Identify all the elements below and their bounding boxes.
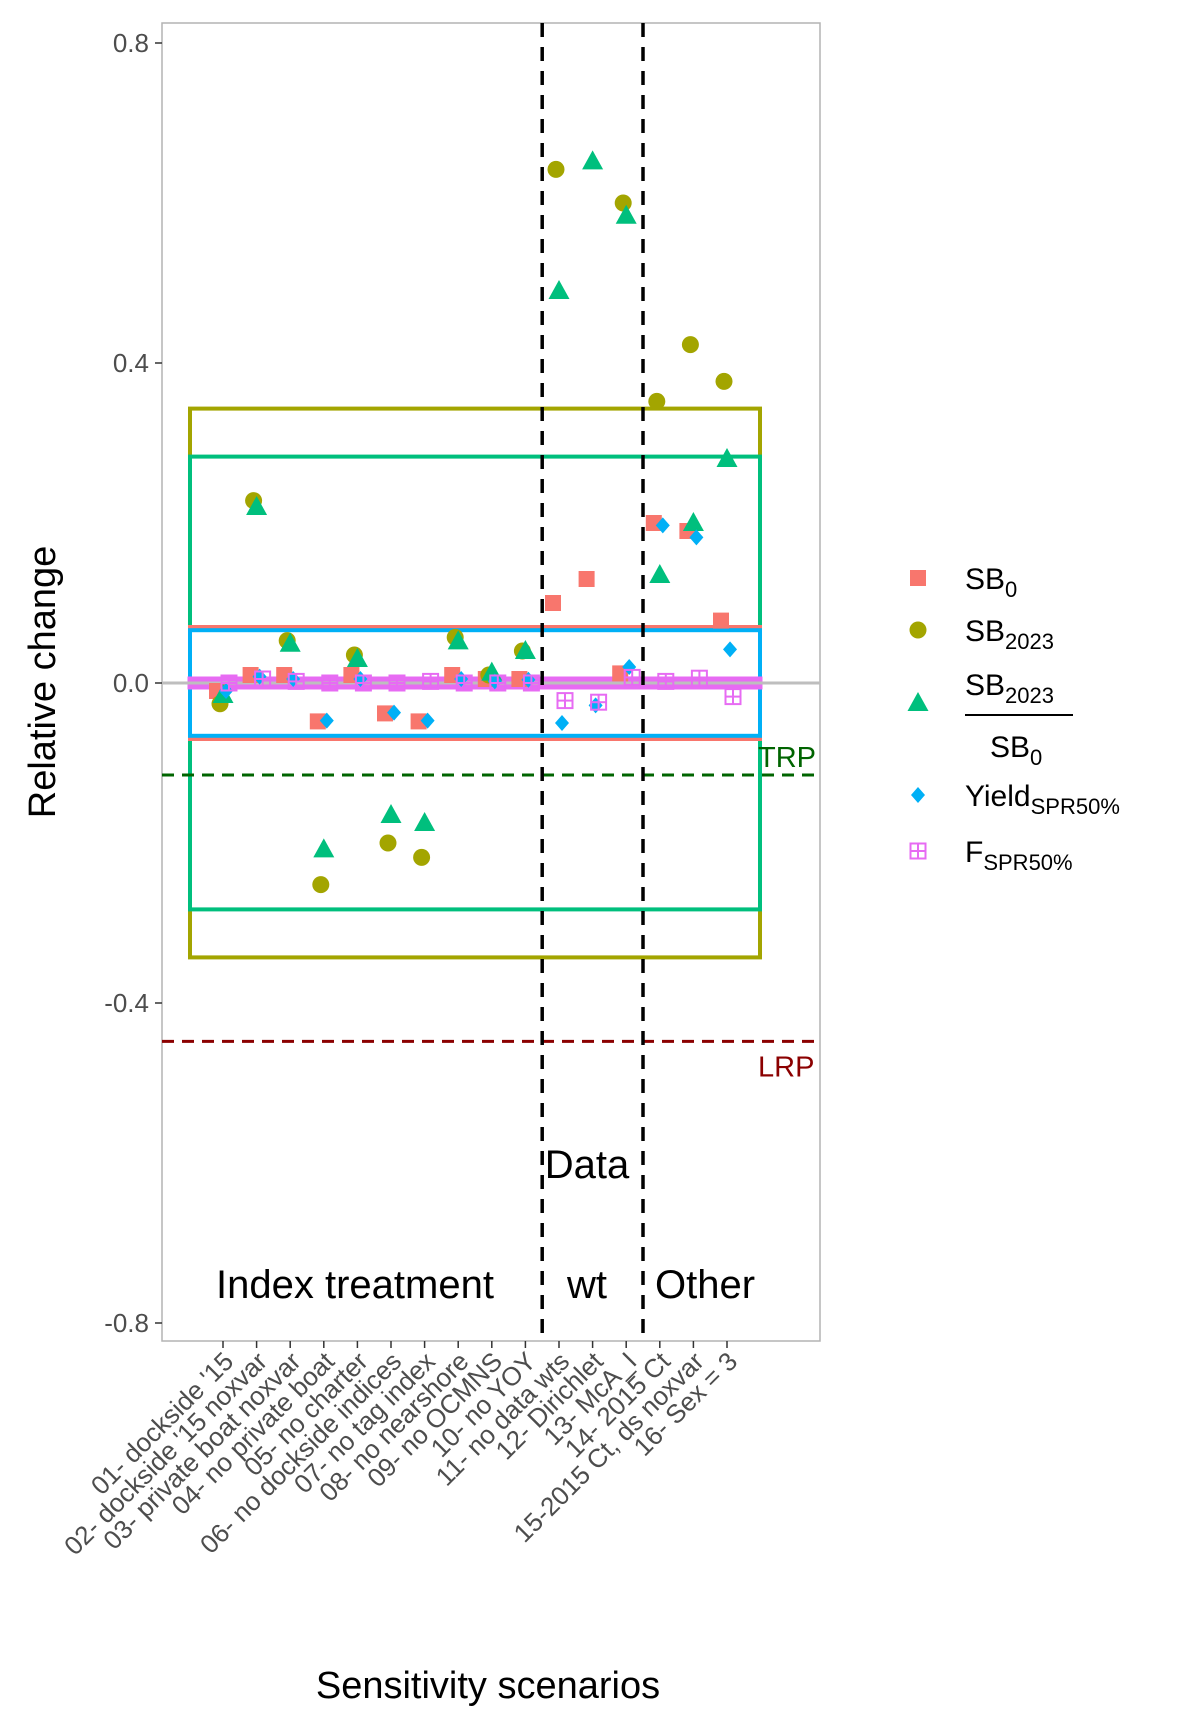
group-label-other: Other <box>655 1263 755 1307</box>
x-axis-title: Sensitivity scenarios <box>316 1665 660 1707</box>
data-points <box>209 150 742 894</box>
point-s0-c12 <box>578 571 595 587</box>
point-s3-c6 <box>387 704 401 721</box>
legend-key-2 <box>907 692 929 711</box>
point-s2-c10 <box>514 640 536 659</box>
point-s4-c6 <box>388 674 406 692</box>
point-s0-c11 <box>545 595 561 611</box>
point-s4-c9 <box>489 674 507 692</box>
point-s2-c2 <box>246 496 268 515</box>
point-s2-c16 <box>716 448 738 467</box>
legend: SB0 SB2023 SB2023 SB0 YieldSPR50% FSPR50… <box>907 563 1120 875</box>
group-label-index-treatment: Index treatment <box>216 1263 494 1307</box>
legend-key-3 <box>911 787 925 803</box>
point-s3-c4 <box>319 712 334 729</box>
reference-lines: TRP LRP <box>162 681 820 1083</box>
legend-key-4 <box>909 842 927 860</box>
legend-label-yield: YieldSPR50% <box>965 780 1120 819</box>
point-s0-c4 <box>309 713 326 730</box>
legend-label-ratio-denominator: SB0 <box>990 731 1042 770</box>
point-s4-c15 <box>690 669 708 687</box>
ref-label-trp: TRP <box>758 742 816 774</box>
point-s4-c7 <box>422 672 440 690</box>
point-s2-c13 <box>615 204 637 224</box>
point-s4-c12 <box>590 693 608 711</box>
point-s4-c11 <box>556 692 574 710</box>
point-s1-c16 <box>715 372 733 390</box>
y-tick-label-2: 0.0 <box>113 668 149 698</box>
point-s2-c5 <box>346 648 368 667</box>
y-tick-label-3: 0.4 <box>113 348 149 378</box>
y-tick-label-0: -0.8 <box>104 1308 149 1338</box>
point-s4-c2 <box>254 670 272 688</box>
y-tick-label-1: -0.4 <box>104 988 149 1018</box>
point-s4-c14 <box>657 672 675 690</box>
point-s2-c7 <box>414 812 436 831</box>
point-s2-c15 <box>682 512 704 531</box>
point-s2-c11 <box>548 280 570 299</box>
point-s2-c4 <box>313 838 335 858</box>
point-s4-c16 <box>724 688 742 706</box>
legend-label-sb2023: SB2023 <box>965 615 1054 654</box>
point-s1-c11 <box>547 160 565 178</box>
point-s4-c3 <box>287 672 305 690</box>
y-tick-label-4: 0.8 <box>113 28 149 58</box>
point-s1-c15 <box>681 336 699 354</box>
legend-label-f: FSPR50% <box>965 836 1073 875</box>
y-axis-title: Relative change <box>22 546 64 819</box>
point-s4-c1 <box>220 674 238 692</box>
point-s3-c7 <box>420 712 435 729</box>
group-label-wt: wt <box>566 1263 607 1307</box>
point-s1-c13 <box>614 194 632 212</box>
point-s4-c8 <box>455 674 473 692</box>
point-s1-c7 <box>413 848 431 866</box>
point-s1-c14 <box>648 392 666 410</box>
y-axis: -0.8 -0.4 0.0 0.4 0.8 <box>104 28 162 1338</box>
point-s3-c14 <box>655 517 670 534</box>
point-s1-c6 <box>379 834 397 852</box>
point-s3-c11 <box>555 715 569 731</box>
point-s4-c4 <box>321 674 339 692</box>
legend-key-0 <box>910 570 926 586</box>
point-s0-c16 <box>713 612 729 629</box>
group-dividers <box>540 23 645 1341</box>
point-s0-c7 <box>410 713 427 730</box>
point-s3-c15 <box>689 529 704 546</box>
point-s0-c6 <box>377 705 393 722</box>
point-s2-c6 <box>380 804 402 823</box>
point-s2-c14 <box>649 564 671 583</box>
legend-key-1 <box>909 621 927 639</box>
point-s2-c12 <box>582 150 604 170</box>
legend-label-sb0: SB0 <box>965 563 1017 602</box>
ref-label-lrp: LRP <box>758 1051 814 1083</box>
point-s3-c16 <box>723 641 737 658</box>
point-s2-c3 <box>279 632 301 652</box>
point-s1-c4 <box>312 876 330 894</box>
legend-label-ratio-numerator: SB2023 <box>965 669 1054 708</box>
group-label-data: Data <box>545 1143 630 1187</box>
point-s2-c8 <box>447 630 469 650</box>
point-s4-c10 <box>522 674 540 692</box>
point-s4-c5 <box>354 674 372 692</box>
point-s4-c13 <box>623 668 641 686</box>
